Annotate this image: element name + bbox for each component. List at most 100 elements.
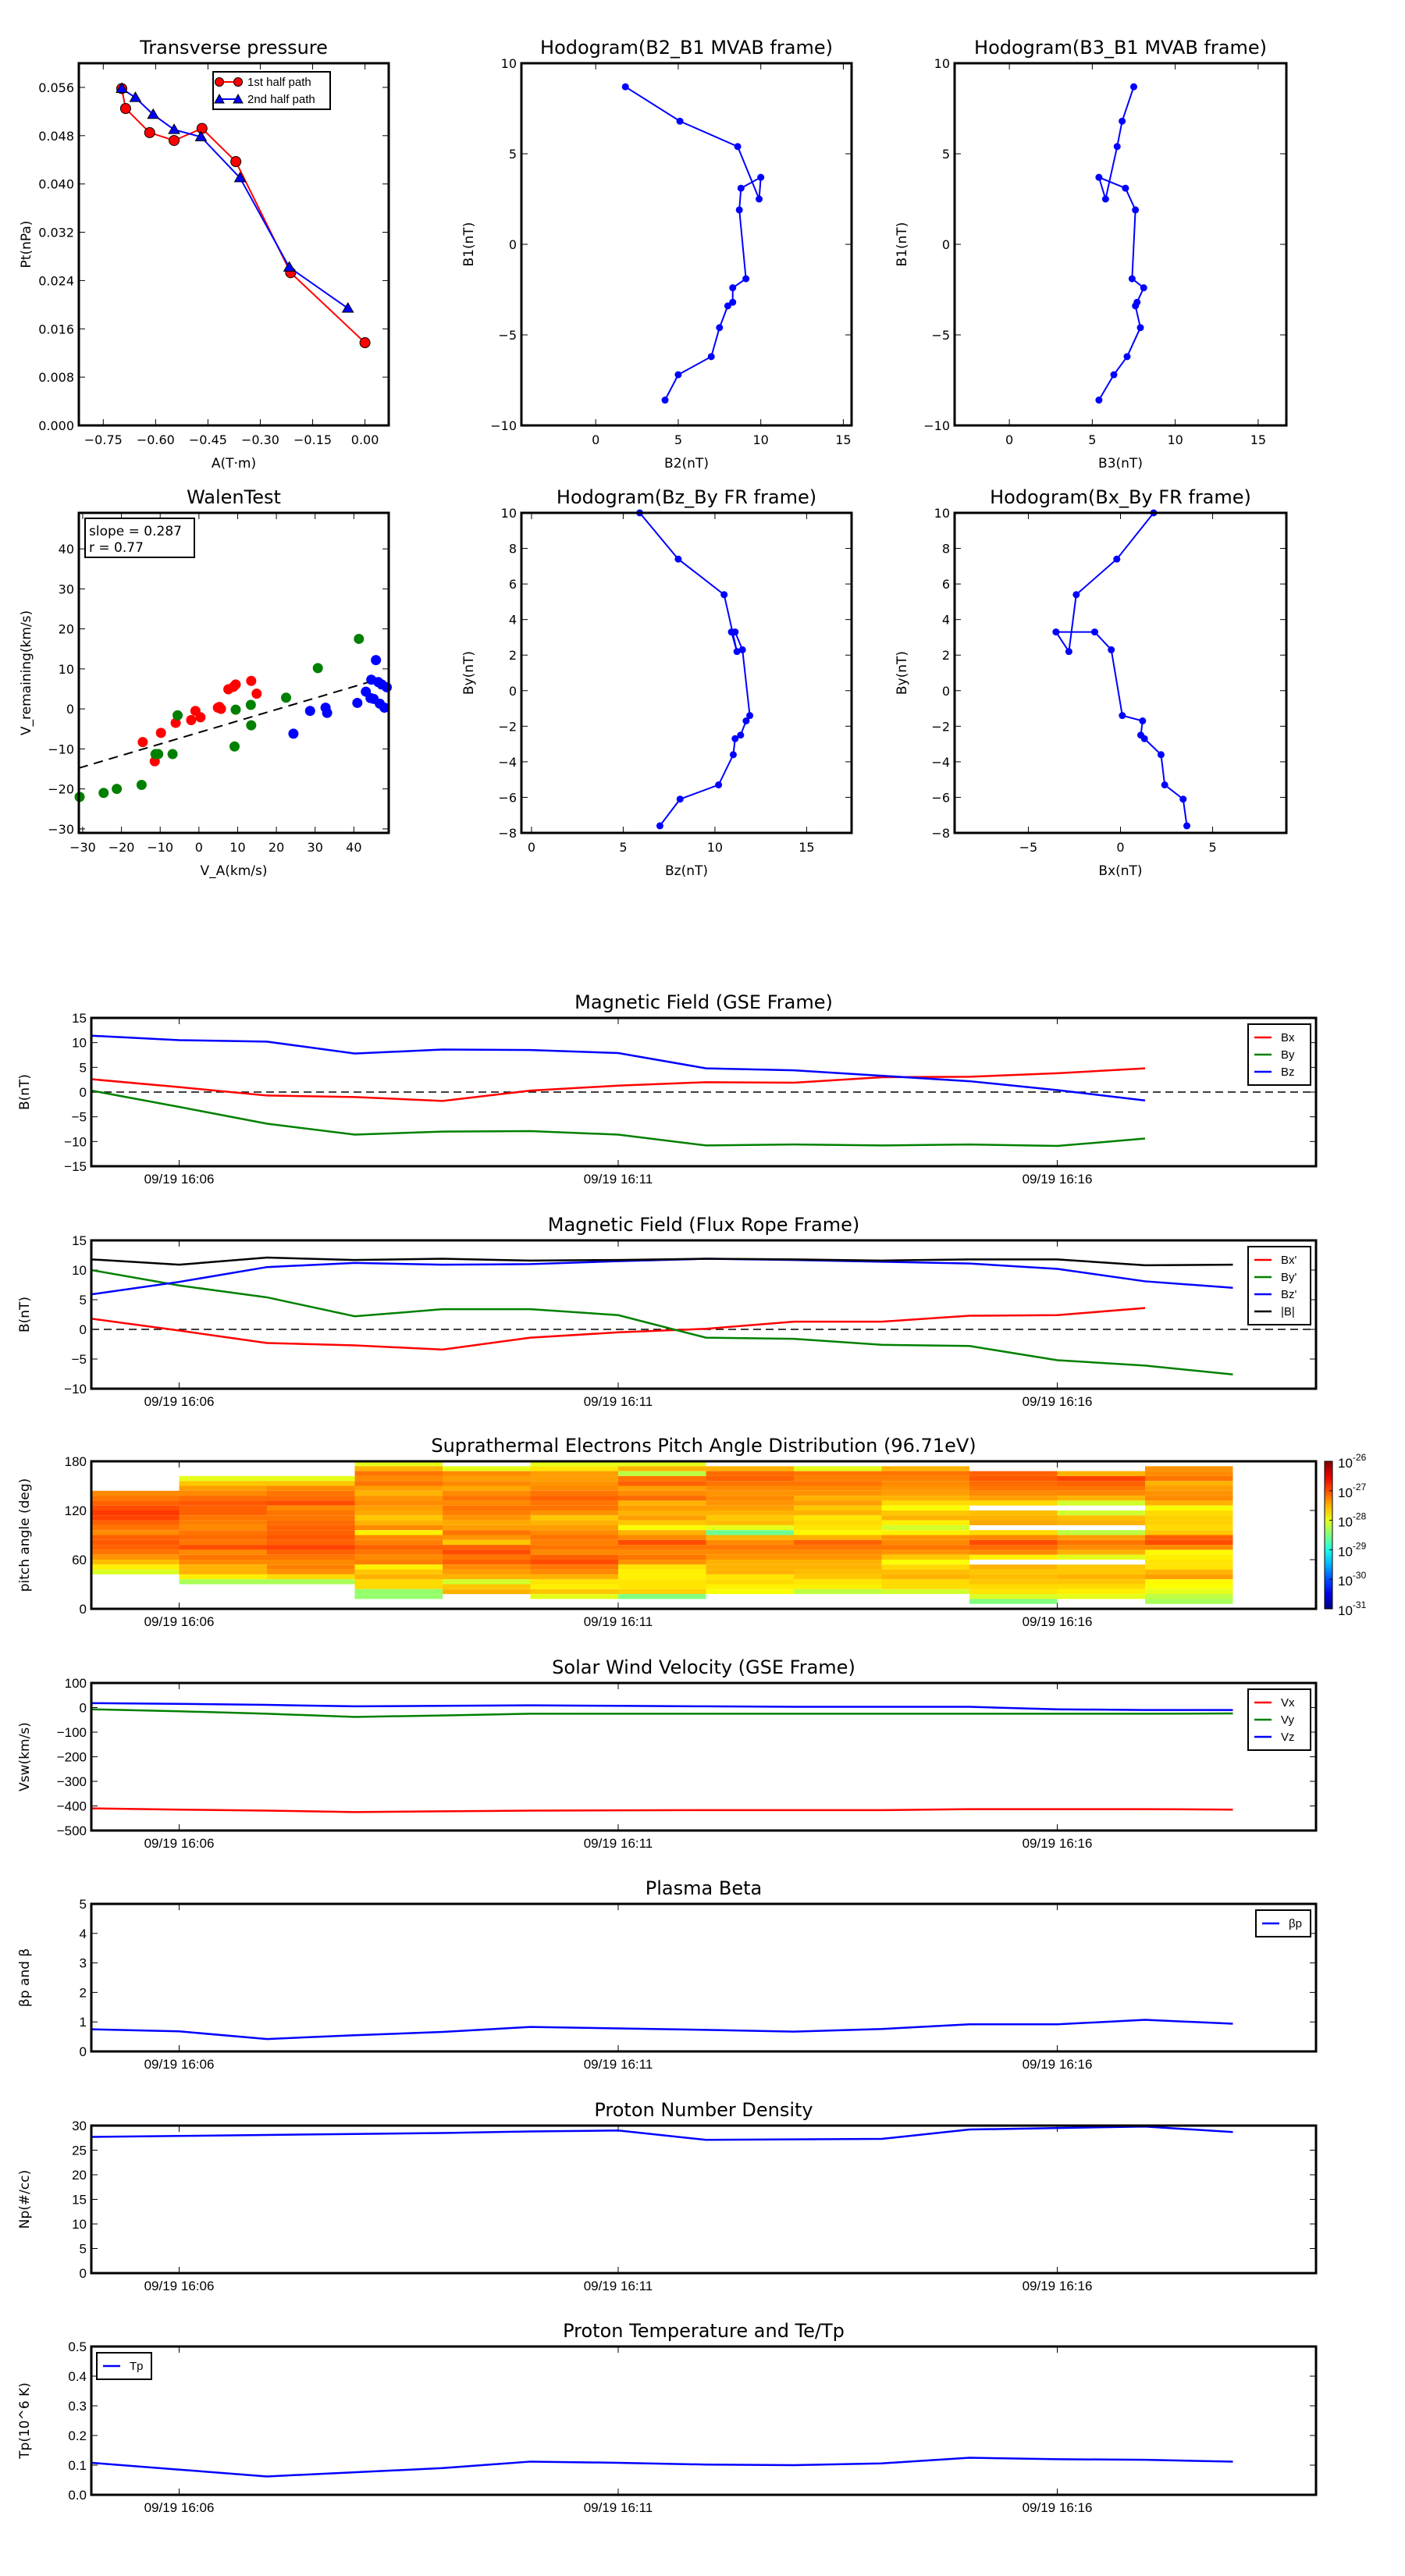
y-tick-label: 6 [509, 577, 517, 592]
heatmap-cell [354, 1564, 443, 1570]
heatmap-cell [91, 1560, 180, 1565]
series-line-Bz [91, 1034, 1146, 1102]
scatter-point-y-component [136, 780, 147, 790]
heatmap-cell [881, 1481, 969, 1486]
hodogram-point [731, 735, 739, 742]
y-tick-label: 8 [509, 542, 517, 557]
y-tick-label: −20 [48, 782, 74, 797]
heatmap-cell [969, 1515, 1058, 1521]
heatmap-cell [969, 1496, 1058, 1501]
hodogram-point [742, 275, 750, 283]
x-tick-label: 0.00 [351, 432, 379, 447]
scatter-point-z-component [382, 681, 393, 692]
hodogram-point [1113, 143, 1121, 151]
chart-title: Hodogram(B2_B1 MVAB frame) [540, 37, 833, 59]
data-point [196, 123, 208, 134]
heatmap-cell [881, 1475, 969, 1482]
y-axis-label: B1(nT) [461, 222, 477, 267]
hodogram-line [1097, 86, 1145, 401]
heatmap-cell [794, 1475, 882, 1482]
heatmap-cell [267, 1520, 355, 1525]
hodogram-point [1122, 184, 1129, 192]
heatmap-cell [443, 1530, 531, 1535]
legend-label: Bz' [1281, 1288, 1297, 1301]
heatmap-cell [794, 1545, 882, 1550]
heatmap-cell [618, 1535, 706, 1540]
walen-test-chart: WalenTest −30 −20 −10 0 10 20 30 40 −30 −20 −10 0 10 2… [19, 486, 393, 879]
heatmap-cell [794, 1579, 882, 1585]
y-tick-label: 180 [65, 1454, 87, 1469]
heatmap-cell [1145, 1550, 1233, 1555]
heatmap-cell [91, 1520, 180, 1525]
y-tick-label: −10 [48, 742, 74, 756]
heatmap-cell [794, 1520, 882, 1525]
y-tick-label: −4 [498, 755, 517, 770]
heatmap-cell [794, 1574, 882, 1580]
hodogram-point [1132, 302, 1140, 310]
y-tick-label: 0.040 [38, 177, 74, 192]
heatmap-cell [706, 1490, 794, 1496]
chart-title: Solar Wind Velocity (GSE Frame) [552, 1656, 855, 1678]
heatmap-cell [1145, 1475, 1233, 1482]
time-tick-label: 09/19 16:16 [1023, 1836, 1093, 1851]
y-tick-label: −2 [498, 719, 517, 734]
series-line-Vx [91, 1807, 1233, 1813]
heatmap-cell [179, 1539, 267, 1546]
y-tick-label: 0.2 [68, 2428, 87, 2443]
heatmap-cell [1145, 1510, 1233, 1516]
heatmap-cell [794, 1550, 882, 1555]
hodogram-point [1090, 628, 1098, 636]
heatmap-cell [618, 1466, 706, 1471]
heatmap-cell [179, 1569, 267, 1574]
heatmap-cell [1145, 1594, 1233, 1599]
y-tick-label: 0.000 [38, 418, 74, 433]
colorbar-label-base: 10 [1338, 1574, 1353, 1589]
y-tick-label: 0 [80, 1701, 87, 1716]
hodogram-point [729, 284, 737, 292]
heatmap-cell [267, 1515, 355, 1521]
heatmap-cell [91, 1525, 180, 1531]
x-axis-label: A(T·m) [212, 456, 256, 471]
heatmap-cell [969, 1481, 1058, 1486]
x-tick-label: 15 [835, 432, 851, 447]
heatmap-cell [267, 1490, 355, 1496]
heatmap-cell [1145, 1500, 1233, 1506]
series-line-Vy [91, 1708, 1233, 1718]
y-tick-label: 0 [942, 684, 950, 699]
y-tick-label: −5 [931, 328, 950, 343]
hodogram-point [1128, 275, 1136, 283]
hodogram-point [1113, 555, 1121, 563]
time-tick-label: 09/19 16:06 [144, 2500, 215, 2515]
heatmap-cell [530, 1515, 618, 1521]
heatmap-cell [354, 1594, 443, 1599]
heatmap-cell [443, 1520, 531, 1525]
chart-title: Magnetic Field (Flux Rope Frame) [548, 1214, 859, 1236]
hodogram-point [1136, 324, 1144, 332]
scatter-point-z-component [371, 655, 382, 666]
heatmap-cell [618, 1574, 706, 1580]
scatter-point-z-component [288, 728, 299, 739]
legend-marker [214, 93, 225, 104]
heatmap-cell [618, 1461, 706, 1467]
heatmap-cell [706, 1481, 794, 1486]
y-tick-label: 10 [501, 506, 517, 521]
heatmap-cell [881, 1496, 969, 1501]
data-point [129, 91, 142, 102]
heatmap-cell [179, 1490, 267, 1496]
heatmap-cell [91, 1500, 180, 1506]
scatter-point-y-component [280, 692, 291, 703]
scatter-point-z-component [352, 697, 363, 708]
hodogram-line [1055, 512, 1188, 827]
hodogram-point [734, 143, 742, 151]
y-tick-label: 40 [59, 542, 74, 557]
x-tick-label: 0 [1116, 840, 1124, 855]
heatmap-cell [443, 1569, 531, 1574]
heatmap-cell [443, 1510, 531, 1516]
heatmap-cell [706, 1520, 794, 1525]
heatmap-cell [1145, 1574, 1233, 1580]
scatter-point-y-component [229, 741, 240, 752]
scatter-point-y-component [98, 788, 109, 799]
heatmap-cell [530, 1535, 618, 1540]
heatmap-cell [794, 1584, 882, 1589]
y-tick-label: −6 [931, 790, 950, 805]
